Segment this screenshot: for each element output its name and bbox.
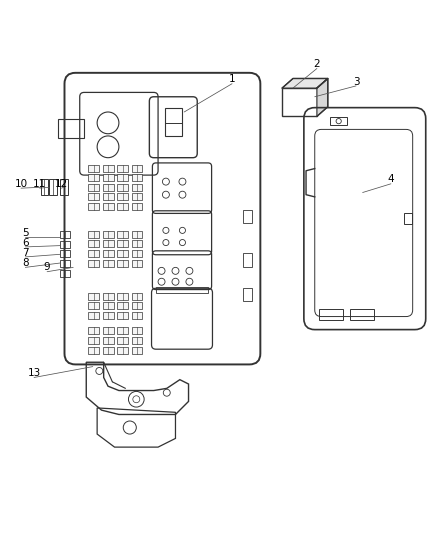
Bar xyxy=(117,337,128,344)
Bar xyxy=(243,288,252,301)
Bar xyxy=(103,240,114,247)
Bar xyxy=(330,117,347,125)
Bar xyxy=(103,312,114,319)
Bar xyxy=(60,270,70,277)
Bar xyxy=(60,180,68,195)
Bar xyxy=(131,193,142,200)
Bar xyxy=(88,327,99,334)
Bar xyxy=(165,108,182,136)
Bar xyxy=(131,327,142,334)
Bar xyxy=(117,184,128,191)
Bar xyxy=(117,250,128,257)
Bar xyxy=(131,312,142,319)
Text: 9: 9 xyxy=(44,262,50,272)
Bar xyxy=(49,180,57,195)
Bar xyxy=(117,260,128,266)
Bar xyxy=(60,241,70,248)
Bar xyxy=(117,165,128,172)
Bar xyxy=(103,184,114,191)
Bar xyxy=(88,240,99,247)
Bar xyxy=(243,254,252,266)
Bar xyxy=(117,327,128,334)
Bar xyxy=(103,231,114,238)
Text: 6: 6 xyxy=(22,238,28,247)
Text: 1: 1 xyxy=(229,75,235,84)
Bar xyxy=(131,184,142,191)
Bar xyxy=(117,174,128,181)
Bar xyxy=(131,231,142,238)
Text: 4: 4 xyxy=(388,174,394,184)
Bar xyxy=(117,231,128,238)
Bar xyxy=(103,302,114,309)
Bar xyxy=(88,203,99,210)
Bar xyxy=(60,251,70,257)
Text: 2: 2 xyxy=(314,59,320,69)
Bar xyxy=(88,337,99,344)
Text: 10: 10 xyxy=(14,179,28,189)
Bar xyxy=(117,302,128,309)
Text: 8: 8 xyxy=(22,258,28,268)
Text: 11: 11 xyxy=(33,179,46,189)
Bar xyxy=(243,210,252,223)
Bar xyxy=(103,293,114,300)
Bar xyxy=(88,312,99,319)
Bar xyxy=(103,193,114,200)
Bar xyxy=(88,231,99,238)
Bar xyxy=(88,184,99,191)
Text: 12: 12 xyxy=(55,179,68,189)
Bar xyxy=(282,88,317,116)
Bar xyxy=(103,337,114,344)
Bar xyxy=(117,203,128,210)
Bar xyxy=(131,250,142,257)
Polygon shape xyxy=(282,78,328,88)
Bar xyxy=(117,293,128,300)
Bar xyxy=(88,346,99,353)
Bar xyxy=(88,165,99,172)
Bar xyxy=(319,309,343,320)
Bar xyxy=(404,213,412,224)
Bar xyxy=(117,346,128,353)
Bar xyxy=(131,293,142,300)
Bar xyxy=(103,260,114,266)
Bar xyxy=(131,165,142,172)
Bar xyxy=(131,302,142,309)
Bar xyxy=(88,302,99,309)
Bar xyxy=(103,250,114,257)
Bar xyxy=(88,293,99,300)
Bar xyxy=(103,165,114,172)
Bar xyxy=(88,174,99,181)
Bar xyxy=(60,260,70,267)
Text: 3: 3 xyxy=(353,77,360,86)
Bar xyxy=(88,250,99,257)
Bar xyxy=(60,231,70,238)
Text: 5: 5 xyxy=(22,228,28,238)
Bar xyxy=(103,327,114,334)
Bar xyxy=(88,193,99,200)
Bar xyxy=(103,346,114,353)
Bar xyxy=(88,260,99,266)
Bar xyxy=(131,240,142,247)
Bar xyxy=(117,193,128,200)
Bar xyxy=(350,309,374,320)
Bar xyxy=(117,240,128,247)
Bar xyxy=(41,180,48,195)
Bar xyxy=(156,287,208,293)
Text: 13: 13 xyxy=(28,368,41,378)
Text: 7: 7 xyxy=(22,247,28,257)
Bar xyxy=(131,337,142,344)
Bar xyxy=(131,174,142,181)
Bar xyxy=(103,174,114,181)
Bar xyxy=(131,346,142,353)
Bar xyxy=(131,260,142,266)
Bar xyxy=(58,118,84,138)
Bar xyxy=(103,203,114,210)
Polygon shape xyxy=(317,78,328,116)
Bar xyxy=(131,203,142,210)
Bar xyxy=(117,312,128,319)
